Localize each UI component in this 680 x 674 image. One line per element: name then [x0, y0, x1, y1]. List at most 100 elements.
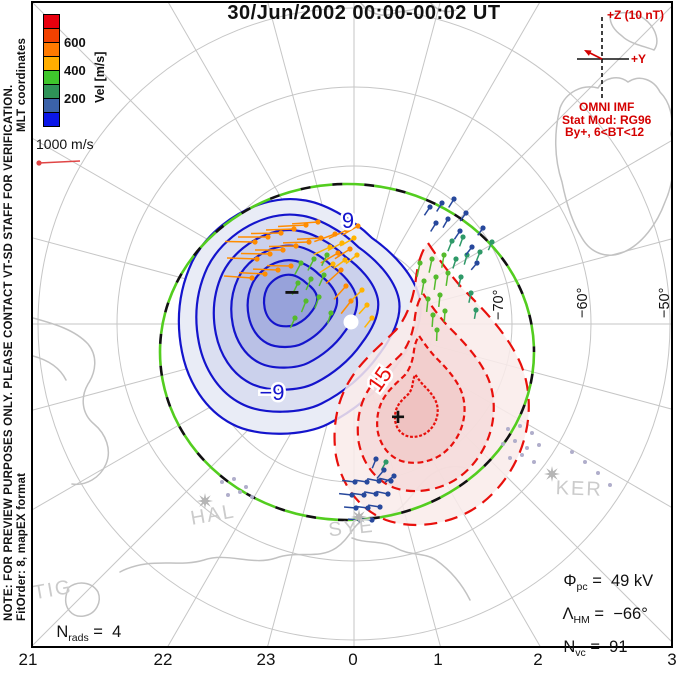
gray-data-dot [570, 450, 574, 454]
stat-nrads-subscript: rads [68, 632, 89, 644]
note-fitorder: FitOrder: 8, mapEX format [16, 472, 28, 621]
flow-vector-dot [359, 287, 365, 293]
lat-label-60: −60° [575, 287, 591, 318]
mlt-label-23: 23 [256, 650, 276, 669]
colorbar-segment [44, 99, 59, 113]
flow-vector-tail [282, 241, 310, 244]
flow-vector-dot [267, 251, 273, 257]
reference-vector [36, 160, 81, 166]
flow-vector-dot [434, 327, 440, 333]
stat-phi-pc: Φpc = 49 kV [545, 553, 653, 612]
flow-vector-dot [468, 290, 474, 296]
colorbar-segment [44, 71, 59, 85]
station-label-tig: TIG [32, 576, 75, 604]
colorbar-tick-200: 200 [64, 91, 86, 106]
flow-vector-dot [365, 505, 371, 511]
flow-vector-tail [333, 285, 347, 300]
velocity-vectors [224, 196, 495, 523]
lat-label-50: −50° [657, 287, 673, 318]
contour-label-neg-top: 9 [342, 208, 354, 233]
stat-nrads: Nrads = 4 [38, 604, 121, 663]
flow-vector-tail [250, 232, 282, 235]
heppner-maynard-boundary [158, 182, 536, 522]
gray-data-dot [244, 485, 248, 489]
imf-vector-arrowhead [584, 50, 592, 56]
gray-data-dot [220, 480, 224, 484]
flow-vector-dot [477, 249, 483, 255]
imf-stat-model-label: Stat Mod: RG96 [562, 113, 652, 127]
flow-vector-tail [328, 229, 348, 240]
flow-vector-dot [328, 310, 334, 316]
coast-island-top [609, 11, 658, 51]
flow-vector-dot [265, 234, 271, 240]
flow-vector-dot [369, 315, 375, 321]
flow-vector-tail [339, 237, 355, 247]
colorbar-segment [44, 113, 59, 126]
stat-nvc: Nvc = 91 [545, 619, 627, 674]
flow-vector-dot [342, 257, 348, 263]
flow-vector-dot [457, 228, 463, 234]
flow-vector-dot [351, 235, 357, 241]
flow-vector-dot [303, 222, 309, 228]
flow-vector-dot [308, 276, 314, 282]
stat-lambda-subscript: HM [573, 614, 590, 626]
coast-top-center [359, 3, 457, 16]
flow-vector-dot [464, 252, 470, 258]
flow-vector-dot [361, 492, 367, 498]
flow-vector-dot [391, 473, 397, 479]
latitude-ring [37, 7, 671, 641]
flow-vector-dot [449, 238, 455, 244]
gray-data-dot [226, 493, 230, 497]
mlt-label-0: 0 [348, 650, 358, 669]
flow-vector-tail [240, 252, 271, 255]
flow-vector-dot [427, 204, 433, 210]
flow-vector-dot [433, 274, 439, 280]
flow-vector-dot [425, 296, 431, 302]
flow-vector-dot [324, 252, 330, 258]
mlt-label-21: 21 [18, 650, 38, 669]
flow-vector-tail [277, 224, 307, 228]
flow-vector-dot [315, 219, 321, 225]
flow-vector-dot [421, 278, 427, 284]
flow-vector-dot [451, 196, 457, 202]
imf-condition-label: By+, 6<BT<12 [565, 125, 645, 139]
flow-vector-tail [224, 275, 253, 279]
gray-data-dot [596, 471, 600, 475]
colorbar-segment [44, 43, 59, 57]
stat-lambda-hm: ΛHM = −66° [545, 586, 647, 645]
flow-vector-dot [288, 263, 294, 269]
flow-vector-dot [364, 302, 370, 308]
flow-vector-dot [433, 220, 439, 226]
flow-vector-dot [311, 256, 317, 262]
stat-nvc-subscript: vc [575, 647, 586, 659]
stat-nvc-symbol: N [563, 638, 576, 656]
flow-vector-dot [262, 271, 268, 277]
flow-vector-dot [480, 225, 486, 231]
gray-data-dot [513, 439, 517, 443]
gray-data-dot [608, 483, 612, 487]
flow-vector-tail [238, 271, 266, 275]
station-marker-hal [197, 493, 213, 509]
gray-data-dot [250, 495, 254, 499]
flow-vector-dot [347, 246, 353, 252]
flow-vector-dot [275, 267, 281, 273]
gray-data-dots [220, 424, 612, 499]
latitude-ring [116, 86, 592, 562]
coast-australia [554, 76, 671, 256]
flow-vector-dot [293, 243, 299, 249]
coast-tasmania [64, 582, 100, 617]
magnetic-pole-dot [343, 314, 359, 330]
flow-vector-dot [249, 275, 255, 281]
flow-vector-dot [453, 256, 459, 262]
flow-vector-dot [303, 298, 309, 304]
gray-data-dot [506, 427, 510, 431]
velocity-colorbar [43, 14, 60, 127]
flow-vector-dot [280, 247, 286, 253]
flow-vector-dot [343, 283, 349, 289]
station-label-sye: SYE [327, 515, 375, 542]
colorbar-segment [44, 57, 59, 71]
flow-vector-dot [458, 274, 464, 280]
flow-vector-dot [321, 272, 327, 278]
